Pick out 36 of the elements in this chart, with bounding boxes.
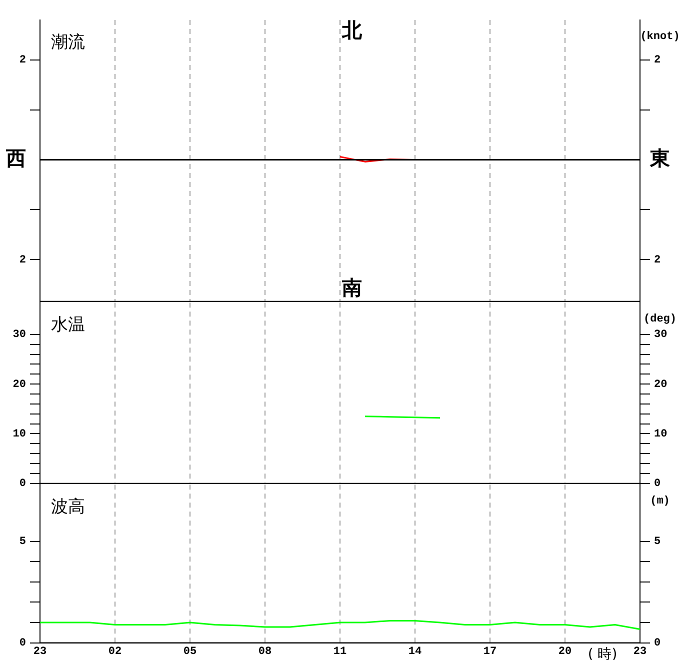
text: 東 [649,146,670,170]
y2-tick-label: 10 [654,428,668,440]
y2-tick-label: 5 [654,536,661,548]
annotation: 北 [341,18,363,42]
y2-axis-title: (deg) [643,313,677,326]
x-tick-label: 23 [33,646,47,658]
y-tick-label: 2 [19,54,26,67]
y2-tick-label: 2 [654,254,661,266]
y-tick-label: 5 [19,536,26,548]
text: 西 [5,146,26,170]
y-tick-label: 20 [12,378,26,391]
y-tick-label: 10 [12,428,26,440]
x-tick-label: 17 [483,646,497,658]
x-tick-label: 23 [633,646,647,658]
x-tick-label: 14 [408,646,422,658]
annotation: 南 [341,276,362,300]
x-tick-label: 20 [558,646,572,658]
y-tick-label: 0 [19,478,26,490]
y2-tick-label: 2 [654,54,661,67]
y-tick-label: 30 [12,329,26,342]
x-tick-label: 05 [183,646,197,658]
text: 水温 [51,315,85,336]
text: 波高 [51,497,85,518]
y2-tick-label: 30 [654,329,668,342]
y2-axis-title: (knot) [640,30,680,43]
y2-tick-label: 20 [654,378,668,391]
x-tick-label: 02 [108,646,122,658]
y-tick-label: 0 [19,638,26,650]
y2-axis-title: (m) [650,495,670,508]
x-axis-title: ( 時) [588,646,618,660]
text: 潮流 [51,32,85,52]
x-tick-label: 08 [258,646,272,658]
x-tick-label: 11 [333,646,347,658]
y2-tick-label: 0 [654,638,661,650]
y2-tick-label: 0 [654,478,661,490]
y-tick-label: 2 [19,254,26,266]
